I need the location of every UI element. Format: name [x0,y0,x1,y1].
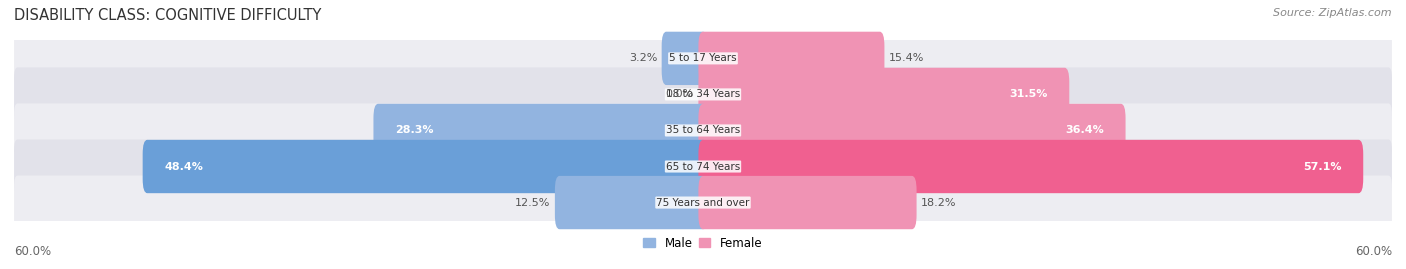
FancyBboxPatch shape [699,68,1070,121]
FancyBboxPatch shape [14,139,1392,193]
Text: 31.5%: 31.5% [1010,89,1047,100]
FancyBboxPatch shape [699,32,884,85]
Text: 3.2%: 3.2% [628,53,657,63]
Text: 60.0%: 60.0% [14,245,51,258]
FancyBboxPatch shape [699,140,1364,193]
Text: 28.3%: 28.3% [395,125,434,136]
Text: 36.4%: 36.4% [1064,125,1104,136]
Text: 18.2%: 18.2% [921,197,956,208]
Text: 60.0%: 60.0% [1355,245,1392,258]
Text: 18 to 34 Years: 18 to 34 Years [666,89,740,100]
FancyBboxPatch shape [142,140,707,193]
Text: 12.5%: 12.5% [515,197,550,208]
Text: DISABILITY CLASS: COGNITIVE DIFFICULTY: DISABILITY CLASS: COGNITIVE DIFFICULTY [14,8,322,23]
Text: 0.0%: 0.0% [665,89,693,100]
FancyBboxPatch shape [699,176,917,229]
FancyBboxPatch shape [14,31,1392,86]
Legend: Male, Female: Male, Female [638,232,768,254]
FancyBboxPatch shape [14,68,1392,122]
FancyBboxPatch shape [14,104,1392,157]
Text: 75 Years and over: 75 Years and over [657,197,749,208]
Text: 48.4%: 48.4% [165,161,204,172]
FancyBboxPatch shape [662,32,707,85]
FancyBboxPatch shape [14,175,1392,229]
FancyBboxPatch shape [374,104,707,157]
Text: 5 to 17 Years: 5 to 17 Years [669,53,737,63]
Text: 65 to 74 Years: 65 to 74 Years [666,161,740,172]
FancyBboxPatch shape [555,176,707,229]
Text: 35 to 64 Years: 35 to 64 Years [666,125,740,136]
FancyBboxPatch shape [699,104,1126,157]
Text: 57.1%: 57.1% [1303,161,1341,172]
Text: Source: ZipAtlas.com: Source: ZipAtlas.com [1274,8,1392,18]
Text: 15.4%: 15.4% [889,53,924,63]
